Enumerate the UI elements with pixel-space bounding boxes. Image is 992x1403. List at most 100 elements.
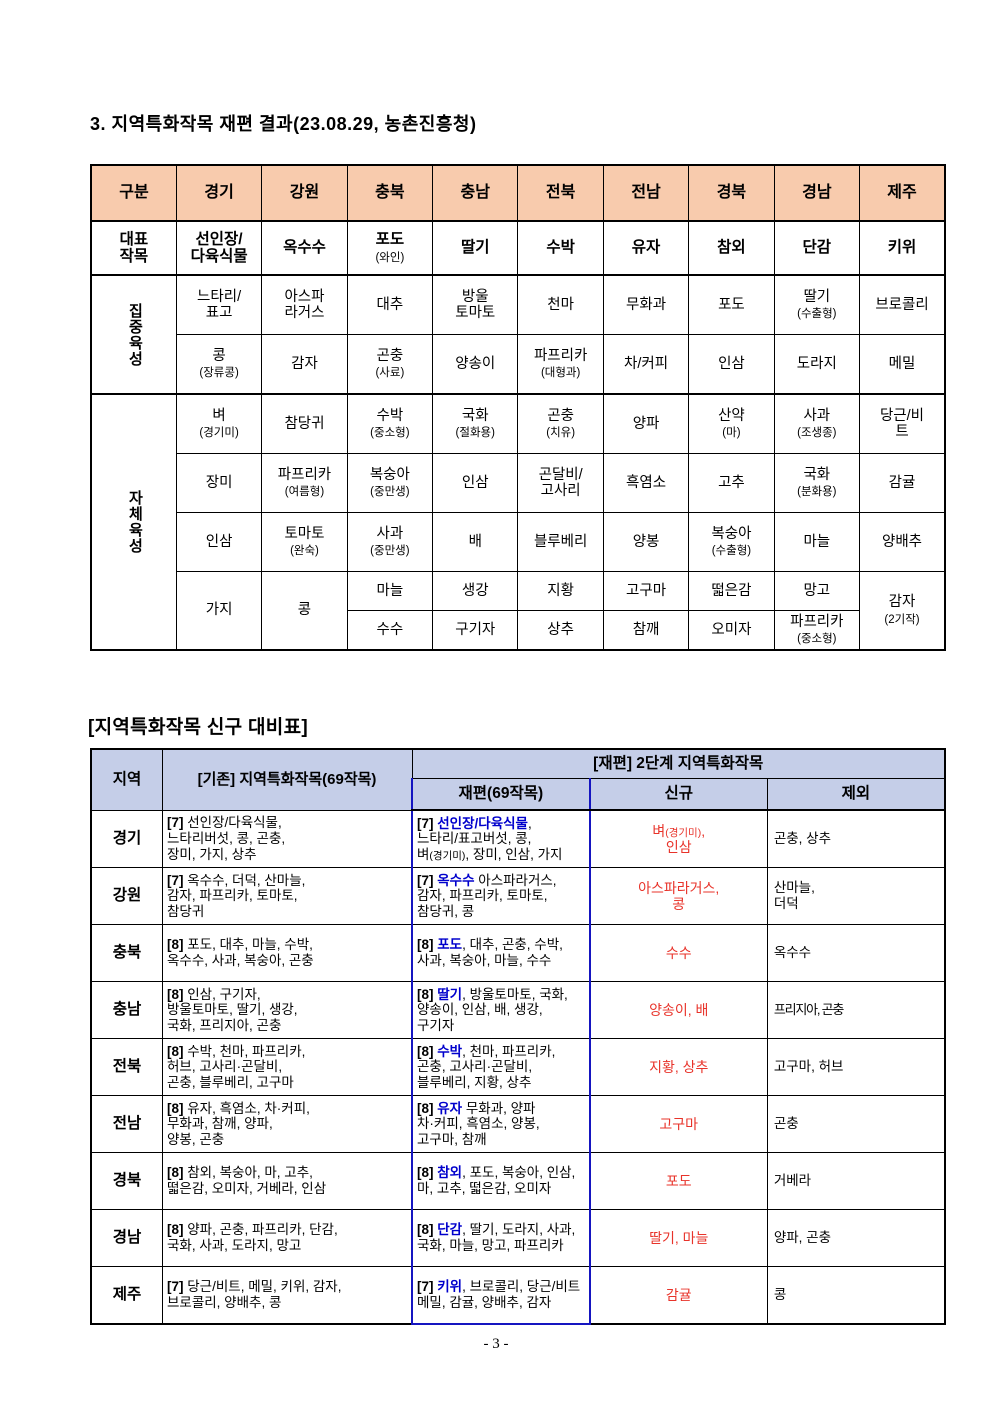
restructured-crops-cell: [7] 옥수수 아스파라거스, 감자, 파프리카, 토마토, 참당귀, 콩 <box>411 867 591 925</box>
table-row: 충북 [8] 포도, 대추, 마늘, 수박, 옥수수, 사과, 복숭아, 곤충 [8]… <box>90 924 946 982</box>
crop-cell: 곤충 (사료) <box>346 334 434 395</box>
removed-crops-cell: 고구마, 허브 <box>766 1038 946 1096</box>
existing-crops-cell: [7] 옥수수, 더덕, 산마늘, 감자, 파프리카, 토마토, 참당귀 <box>162 867 413 925</box>
comparison-table-heading: [지역특화작목 신구 대비표] <box>88 717 308 738</box>
region-name: 경남 <box>90 1209 163 1267</box>
crop-cell: 수박 <box>517 220 604 276</box>
table1-col-gyeonggi: 경기 <box>175 164 263 222</box>
region-name: 경기 <box>90 809 163 868</box>
crop-cell: 파프리카 (여름형) <box>261 453 348 513</box>
removed-crops-cell: 곤충 <box>766 1095 946 1153</box>
restructured-crops-cell: [7] 선인장/다육식물, 느타리/표고버섯, 콩, 벼(경기미), 장미, 인삼,… <box>411 809 591 868</box>
crop-cell: 도라지 <box>773 334 861 395</box>
crop-cell: 복숭아 (수출형) <box>688 512 775 572</box>
row-group-label: 대표 작목 <box>90 220 177 276</box>
crop-cell: 감자 <box>261 334 348 395</box>
removed-crops-cell: 거베라 <box>766 1152 946 1210</box>
table-row-self: 장미 파프리카 (여름형) 복숭아 (중만생) 인삼 곤달비/고사리 흑염소 고추 국화 (분화용)… <box>91 453 946 513</box>
added-crops-cell: 지황, 상추 <box>589 1038 768 1096</box>
existing-crops-cell: [8] 참외, 복숭아, 마, 고추, 떫은감, 오미자, 거베라, 인삼 <box>162 1152 413 1210</box>
crop-cell: 유자 <box>602 220 690 276</box>
table1-col-jeju: 제주 <box>859 164 946 222</box>
crop-cell: 떫은감 <box>688 571 775 611</box>
crop-cell: 고구마 <box>602 571 690 611</box>
crop-cell: 사과 (중만생) <box>346 512 434 572</box>
region-name: 전북 <box>90 1038 163 1096</box>
table1-col-gangwon: 강원 <box>261 164 348 222</box>
crop-cell: 양봉 <box>602 512 690 572</box>
crop-cell: 흑염소 <box>602 453 690 513</box>
crop-cell: 구기자 <box>432 610 519 651</box>
existing-crops-cell: [7] 선인장/다육식물, 느타리버섯, 콩, 곤충, 장미, 가지, 상추 <box>162 809 413 868</box>
table-row-self: 자체육성 벼 (경기미) 참당귀 수박 (중소형) 국화 (절화용) 곤충 (치유) 양파 산약 (마)… <box>90 393 946 651</box>
table-row-intensive: 콩 (장류콩) 감자 곤충 (사료) 양송이 파프리카 (대형과) 차/커피 인삼 도라지 메밀 <box>91 334 946 395</box>
table-row: 전북 [8] 수박, 천마, 파프리카, 허브, 고사리·곤달비, 곤충, 블루베리,… <box>90 1038 946 1096</box>
table2-col-added: 신규 <box>589 778 768 811</box>
region-name: 제주 <box>90 1266 163 1325</box>
table-row-self-extra-upper: 가지 콩 마늘 생강 지황 고구마 떫은감 망고 감자 (2기작) <box>91 571 946 651</box>
table-row: 전남 [8] 유자, 흑염소, 차·커피, 무화과, 참깨, 양파, 양봉, 곤충 [8… <box>90 1095 946 1153</box>
crop-cell: 대추 <box>346 274 434 335</box>
crop-cell: 망고 <box>773 571 861 611</box>
crop-cell: 장미 <box>175 453 263 513</box>
existing-crops-cell: [7] 당근/비트, 메밀, 키위, 감자, 브로콜리, 양배추, 콩 <box>162 1266 413 1325</box>
region-name: 강원 <box>90 867 163 925</box>
restructured-crops-cell: [8] 딸기, 방울토마토, 국화, 양송이, 인삼, 배, 생강, 구기자 <box>411 981 591 1039</box>
table2-header-row-2: 재편(69작목) 신규 제외 <box>91 778 946 811</box>
table1-header-row: 구분 경기 강원 충북 충남 전북 전남 경북 경남 제주 <box>90 164 946 222</box>
added-crops-cell: 양송이, 배 <box>589 981 768 1039</box>
added-crops-cell: 딸기, 마늘 <box>589 1209 768 1267</box>
restructured-crops-cell: [8] 참외, 포도, 복숭아, 인삼, 마, 고추, 떫은감, 오미자 <box>411 1152 591 1210</box>
removed-crops-cell: 프리지아, 곤충 <box>766 981 946 1039</box>
added-crops-cell: 포도 <box>589 1152 768 1210</box>
removed-crops-cell: 양파, 곤충 <box>766 1209 946 1267</box>
existing-crops-cell: [8] 수박, 천마, 파프리카, 허브, 고사리·곤달비, 곤충, 블루베리, 고… <box>162 1038 413 1096</box>
removed-crops-cell: 곤충, 상추 <box>766 809 946 868</box>
crop-cell: 참당귀 <box>261 393 348 454</box>
crop-cell: 단감 <box>773 220 861 276</box>
crop-cell: 포도 <box>688 274 775 335</box>
crop-cell: 고추 <box>688 453 775 513</box>
table2-col-restructured: 재편(69작목) <box>411 778 591 811</box>
crop-cell: 메밀 <box>859 334 946 395</box>
crop-cell: 참외 <box>688 220 775 276</box>
crop-cell: 포도 (와인) <box>346 220 434 276</box>
crop-cell: 벼 (경기미) <box>175 393 263 454</box>
specialty-crops-restructure-table: 구분 경기 강원 충북 충남 전북 전남 경북 경남 제주 대표 작목 선인장/다육… <box>90 164 946 651</box>
crop-cell: 지황 <box>517 571 604 611</box>
crop-cell: 곤충 (치유) <box>517 393 604 454</box>
crop-cell: 키위 <box>859 220 946 276</box>
removed-crops-cell: 콩 <box>766 1266 946 1325</box>
existing-crops-cell: [8] 양파, 곤충, 파프리카, 단감, 국화, 사과, 도라지, 망고 <box>162 1209 413 1267</box>
table1-col-gyeongnam: 경남 <box>773 164 861 222</box>
existing-crops-cell: [8] 유자, 흑염소, 차·커피, 무화과, 참깨, 양파, 양봉, 곤충 <box>162 1095 413 1153</box>
added-crops-cell: 수수 <box>589 924 768 982</box>
table2-col-removed: 제외 <box>766 778 946 811</box>
crop-cell: 양파 <box>602 393 690 454</box>
restructured-crops-cell: [8] 단감, 딸기, 도라지, 사과, 국화, 마늘, 망고, 파프리카 <box>411 1209 591 1267</box>
crop-cell: 사과 (조생종) <box>773 393 861 454</box>
crop-cell: 가지 <box>175 571 263 651</box>
crop-cell: 방울 토마토 <box>432 274 519 335</box>
crop-cell: 수박 (중소형) <box>346 393 434 454</box>
table2-col-existing: [기존] 지역특화작목(69작목) <box>162 748 413 811</box>
table1-col-gyeongbuk: 경북 <box>688 164 775 222</box>
table-row: 경기 [7] 선인장/다육식물, 느타리버섯, 콩, 곤충, 장미, 가지, 상추 [7… <box>90 809 946 868</box>
crop-cell: 오미자 <box>688 610 775 651</box>
removed-crops-cell: 옥수수 <box>766 924 946 982</box>
table1-head: 구분 경기 강원 충북 충남 전북 전남 경북 경남 제주 <box>90 164 946 222</box>
crop-cell: 콩 (장류콩) <box>175 334 263 395</box>
crop-cell: 감귤 <box>859 453 946 513</box>
table1-col-chungbuk: 충북 <box>346 164 434 222</box>
restructured-crops-cell: [8] 유자 무화과, 양파 차·커피, 흑염소, 양봉, 고구마, 참깨 <box>411 1095 591 1153</box>
crop-cell: 선인장/다육식물 <box>175 220 263 276</box>
crop-cell: 블루베리 <box>517 512 604 572</box>
region-name: 충남 <box>90 981 163 1039</box>
existing-crops-cell: [8] 포도, 대추, 마늘, 수박, 옥수수, 사과, 복숭아, 곤충 <box>162 924 413 982</box>
crop-cell: 국화 (절화용) <box>432 393 519 454</box>
table2-col-group-restructured: [재편] 2단계 지역특화작목 <box>411 748 946 779</box>
restructured-crops-cell: [8] 포도, 대추, 곤충, 수박, 사과, 복숭아, 마늘, 수수 <box>411 924 591 982</box>
crop-cell: 양배추 <box>859 512 946 572</box>
crop-cell: 인삼 <box>175 512 263 572</box>
